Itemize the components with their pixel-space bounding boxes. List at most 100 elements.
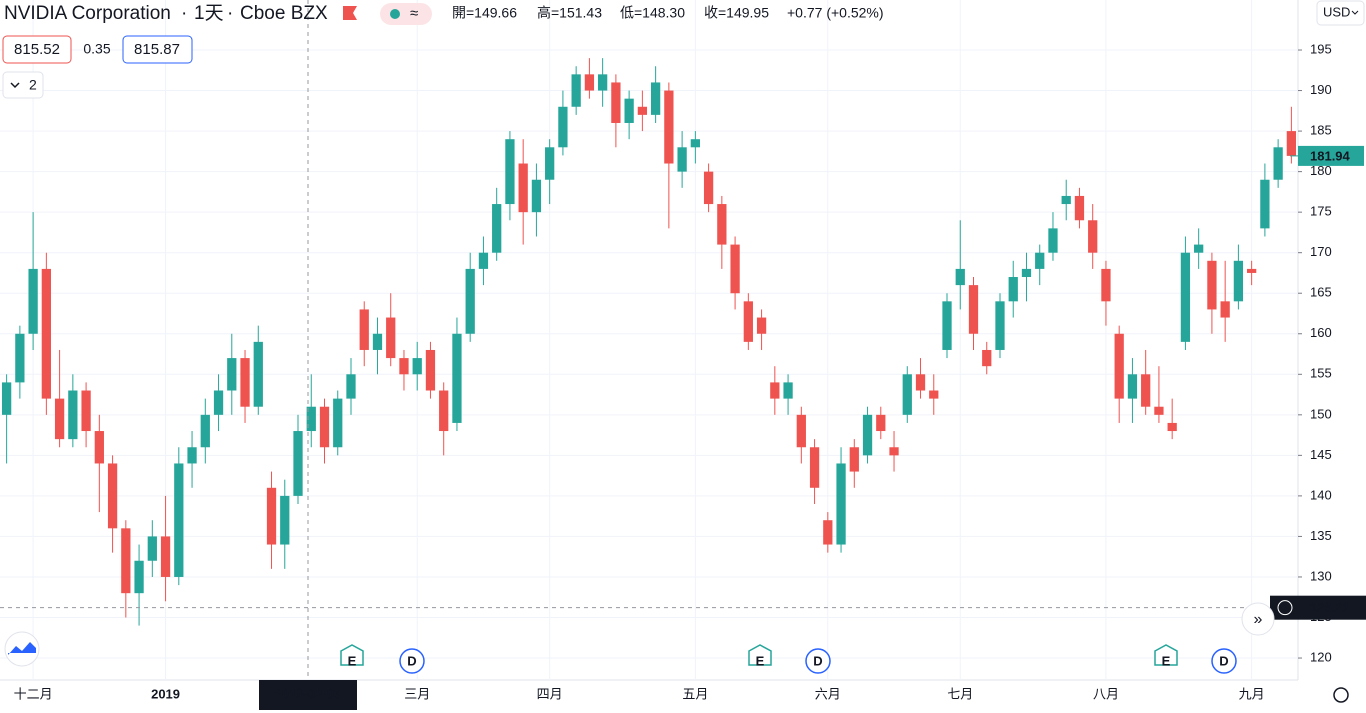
candle-body — [280, 495, 290, 545]
interval[interactable]: 1天 — [194, 3, 224, 24]
event-label: D — [407, 653, 416, 668]
settings-button[interactable] — [1333, 687, 1349, 703]
candle-body — [200, 414, 210, 448]
candle-body — [796, 414, 806, 448]
crosshair-price-label: 126.21 — [1310, 600, 1350, 615]
candle-body — [756, 317, 767, 334]
candle-body — [836, 463, 846, 545]
candle-body — [1048, 228, 1058, 253]
logo[interactable] — [4, 631, 40, 667]
candle-body — [677, 147, 687, 172]
chevron — [10, 82, 20, 89]
y-tick-label: 130 — [1310, 568, 1332, 583]
exchange: Cboe BZX — [240, 3, 328, 24]
candle-body — [518, 163, 528, 213]
candle-body — [160, 536, 171, 577]
candle-body — [849, 447, 859, 472]
spread: 0.35 — [83, 41, 110, 57]
crosshair-date-box — [259, 680, 357, 710]
candle-body — [54, 398, 65, 440]
candle-body — [929, 390, 939, 399]
status-dot — [390, 9, 400, 19]
candle-body — [147, 536, 157, 561]
bid-box[interactable] — [2, 35, 72, 64]
earnings-badge — [748, 644, 772, 666]
indicators-toggle[interactable] — [2, 71, 44, 99]
candle-body — [1035, 252, 1045, 269]
y-tick-label: 145 — [1310, 447, 1332, 462]
ohlc-value: 低=148.30 — [620, 5, 685, 21]
flag-icon[interactable] — [343, 6, 357, 20]
candle-body — [968, 285, 979, 334]
candle-body — [889, 447, 899, 456]
candle-body — [1141, 374, 1151, 407]
candle-body — [452, 333, 462, 423]
candle-body — [213, 390, 224, 415]
candle-body — [1233, 260, 1244, 302]
candle-body — [505, 139, 515, 205]
candle-body — [1247, 268, 1257, 273]
candle-body — [545, 147, 555, 180]
candle-body — [346, 374, 356, 399]
y-tick-label: 150 — [1310, 406, 1332, 421]
chevron — [1351, 10, 1359, 15]
event-label: E — [1162, 653, 1171, 668]
candle-body — [1114, 333, 1124, 399]
candle-body — [412, 358, 422, 375]
separator: · — [181, 3, 187, 24]
grid: 1201251301351401451501551601651701751801… — [0, 0, 1332, 701]
candle-body — [955, 268, 965, 286]
ohlc-value: 收=149.95 — [704, 5, 769, 21]
y-tick-label: 160 — [1310, 325, 1332, 340]
candle-body — [227, 358, 237, 391]
status-pill[interactable] — [380, 3, 432, 25]
scroll-button[interactable] — [1241, 602, 1275, 636]
candle-body — [266, 487, 277, 545]
candle-body — [306, 406, 316, 432]
event-label: E — [756, 653, 765, 668]
candle-body — [253, 341, 263, 407]
scroll-icon: » — [1254, 611, 1263, 628]
candle-body — [770, 382, 780, 399]
currency-button[interactable] — [1316, 0, 1365, 26]
candle-body — [134, 560, 144, 594]
dividend-badge — [399, 648, 425, 674]
y-tick-label: 180 — [1310, 163, 1332, 178]
event-label: E — [348, 653, 357, 668]
y-tick-label: 175 — [1310, 204, 1332, 219]
y-tick-label: 120 — [1310, 649, 1332, 664]
event-label: D — [1219, 653, 1228, 668]
candle-body — [174, 463, 184, 577]
ohlc-value: +0.77 (+0.52%) — [787, 5, 884, 21]
candle-body — [637, 106, 648, 115]
add-alert — [1277, 600, 1293, 616]
last-price-box — [1298, 145, 1364, 166]
crosshair-date-label: 2019-02-05 — [275, 686, 342, 701]
candle-body — [995, 301, 1005, 350]
candle-body — [465, 268, 475, 334]
candle-body — [624, 98, 634, 123]
candle-body — [386, 317, 396, 359]
candle-body — [399, 358, 409, 375]
candle-body — [862, 414, 873, 456]
candle-body — [492, 204, 502, 253]
candle-body — [15, 333, 25, 383]
y-tick-label: 190 — [1310, 82, 1332, 97]
candle-body — [1088, 220, 1098, 253]
candles — [1, 58, 1297, 626]
candle-body — [94, 431, 104, 464]
x-tick-label: 十二月 — [14, 686, 53, 701]
y-tick-label: 195 — [1310, 41, 1332, 56]
earnings-badge — [340, 644, 364, 666]
ask-box[interactable] — [122, 35, 193, 64]
x-tick-label: 五月 — [682, 686, 708, 701]
candle-body — [584, 74, 595, 91]
symbol[interactable]: NVIDIA Corporation — [4, 3, 171, 24]
candle-body — [1074, 195, 1085, 221]
candle-body — [1101, 268, 1111, 302]
candle-body — [1008, 277, 1018, 302]
ohlc: 開=149.66 高=151.43 低=148.30 收=149.95 +0.77 (+… — [452, 5, 884, 21]
candle-body — [717, 204, 727, 245]
